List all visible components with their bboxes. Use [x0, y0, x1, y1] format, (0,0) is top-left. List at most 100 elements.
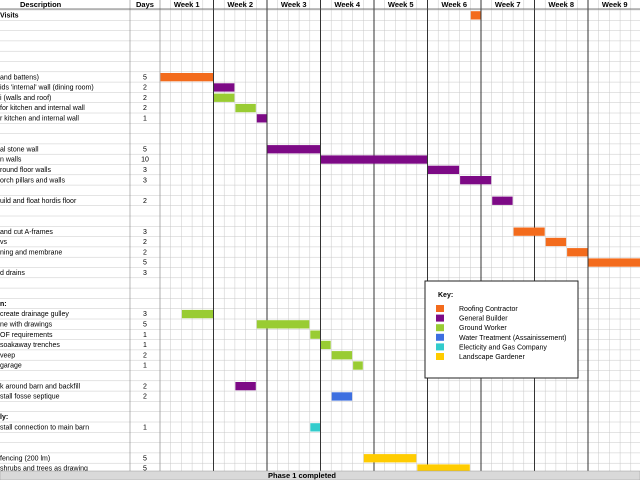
task-bar: [235, 382, 256, 391]
header-week-4: Week 4: [334, 0, 361, 9]
task-days: 5: [143, 146, 147, 153]
legend-box: [424, 280, 579, 379]
task-days: 2: [143, 249, 147, 256]
task-label: fencing (200 lm): [0, 455, 50, 462]
task-days: 1: [143, 425, 147, 432]
legend-label: Landscape Gardener: [459, 354, 525, 361]
task-label: Visits: [0, 13, 19, 20]
task-bar: [545, 237, 567, 247]
header-week-7: Week 7: [495, 0, 521, 9]
task-label: and battens): [0, 74, 39, 81]
legend-label: Electicity and Gas Company: [459, 344, 547, 351]
task-bar: [310, 330, 320, 339]
task-bar: [214, 83, 235, 92]
header-week-8: Week 8: [548, 0, 574, 9]
task-label: OF requirements: [0, 332, 53, 339]
task-bar: [256, 320, 310, 329]
task-label: veep: [0, 352, 15, 359]
task-label: i (walls and roof): [0, 95, 51, 102]
footer-bar: [0, 470, 640, 480]
task-bar: [470, 11, 481, 20]
task-days: 3: [143, 167, 147, 174]
task-days: 5: [143, 455, 147, 462]
task-days: 2: [143, 352, 147, 359]
task-days: 5: [143, 466, 147, 473]
legend-swatch: [436, 314, 444, 322]
task-label: round floor walls: [0, 167, 51, 174]
task-days: 3: [143, 270, 147, 277]
header-week-2: Week 2: [227, 0, 253, 9]
legend-swatch: [436, 353, 444, 360]
legend-swatch: [436, 305, 444, 312]
legend-swatch: [436, 343, 444, 351]
header-description: Description: [20, 0, 62, 9]
task-bar: [310, 423, 320, 432]
task-days: 5: [143, 260, 147, 267]
task-label: create drainage gulley: [0, 311, 69, 318]
task-bar: [353, 361, 363, 370]
task-label: ids 'internal' wall (dining room): [0, 85, 94, 92]
task-days: 2: [143, 383, 147, 390]
task-bar: [267, 145, 320, 154]
task-bar: [214, 93, 235, 102]
task-bar: [567, 248, 588, 257]
task-label: garage: [0, 363, 22, 370]
task-label: ly:: [0, 414, 8, 421]
task-bar: [428, 165, 460, 174]
task-days: 2: [143, 105, 147, 112]
task-days: 2: [143, 198, 147, 205]
task-label: for kitchen and internal wall: [0, 105, 85, 112]
header-week-1: Week 1: [174, 0, 200, 9]
task-days: 5: [143, 74, 147, 81]
task-days: 10: [141, 157, 149, 164]
task-label: soakaway trenches: [0, 342, 60, 349]
header-week-5: Week 5: [388, 0, 414, 9]
task-label: stall fosse septique: [0, 394, 60, 401]
task-label: d drains: [0, 270, 25, 277]
task-bar: [256, 114, 267, 123]
task-bar: [460, 176, 492, 185]
task-label: r kitchen and internal wall: [0, 116, 79, 123]
task-days: 3: [143, 311, 147, 318]
task-days: 3: [143, 229, 147, 236]
legend-title: Key:: [438, 292, 453, 299]
legend-swatch: [436, 324, 444, 332]
task-bar: [363, 454, 417, 463]
task-label: ning and membrane: [0, 249, 62, 256]
legend-label: Ground Worker: [459, 325, 507, 332]
task-days: 2: [143, 239, 147, 246]
task-days: 1: [143, 342, 147, 349]
task-days: 1: [143, 363, 147, 370]
task-label: al stone wall: [0, 146, 39, 153]
task-bar: [160, 73, 213, 82]
legend-label: Roofing Contractor: [459, 306, 518, 313]
legend-swatch: [436, 333, 444, 341]
task-label: vs: [0, 239, 8, 246]
task-days: 2: [143, 95, 147, 102]
task-bar: [588, 258, 640, 267]
task-days: 5: [143, 322, 147, 329]
task-days: 1: [143, 116, 147, 123]
task-days: 2: [143, 394, 147, 401]
task-bar: [331, 392, 353, 401]
task-bar: [235, 103, 256, 113]
task-label: n walls: [0, 157, 22, 164]
legend-label: Water Treatment (Assainissement): [459, 335, 567, 342]
task-label: ne with drawings: [0, 322, 53, 329]
task-bar: [321, 340, 331, 350]
task-label: k around barn and backfill: [0, 383, 81, 390]
task-label: uild and float hordis floor: [0, 198, 77, 205]
task-bar: [417, 464, 470, 473]
task-bar: [181, 309, 213, 319]
task-bar: [321, 155, 427, 164]
task-days: 1: [143, 332, 147, 339]
task-label: and cut A-frames: [0, 229, 53, 236]
task-label: stall connection to main barn: [0, 425, 89, 432]
header-week-3: Week 3: [281, 0, 307, 9]
task-label: n:: [0, 301, 7, 308]
task-bar: [492, 196, 513, 205]
footer-phase-label: Phase 1 completed: [268, 471, 336, 480]
task-days: 3: [143, 177, 147, 184]
